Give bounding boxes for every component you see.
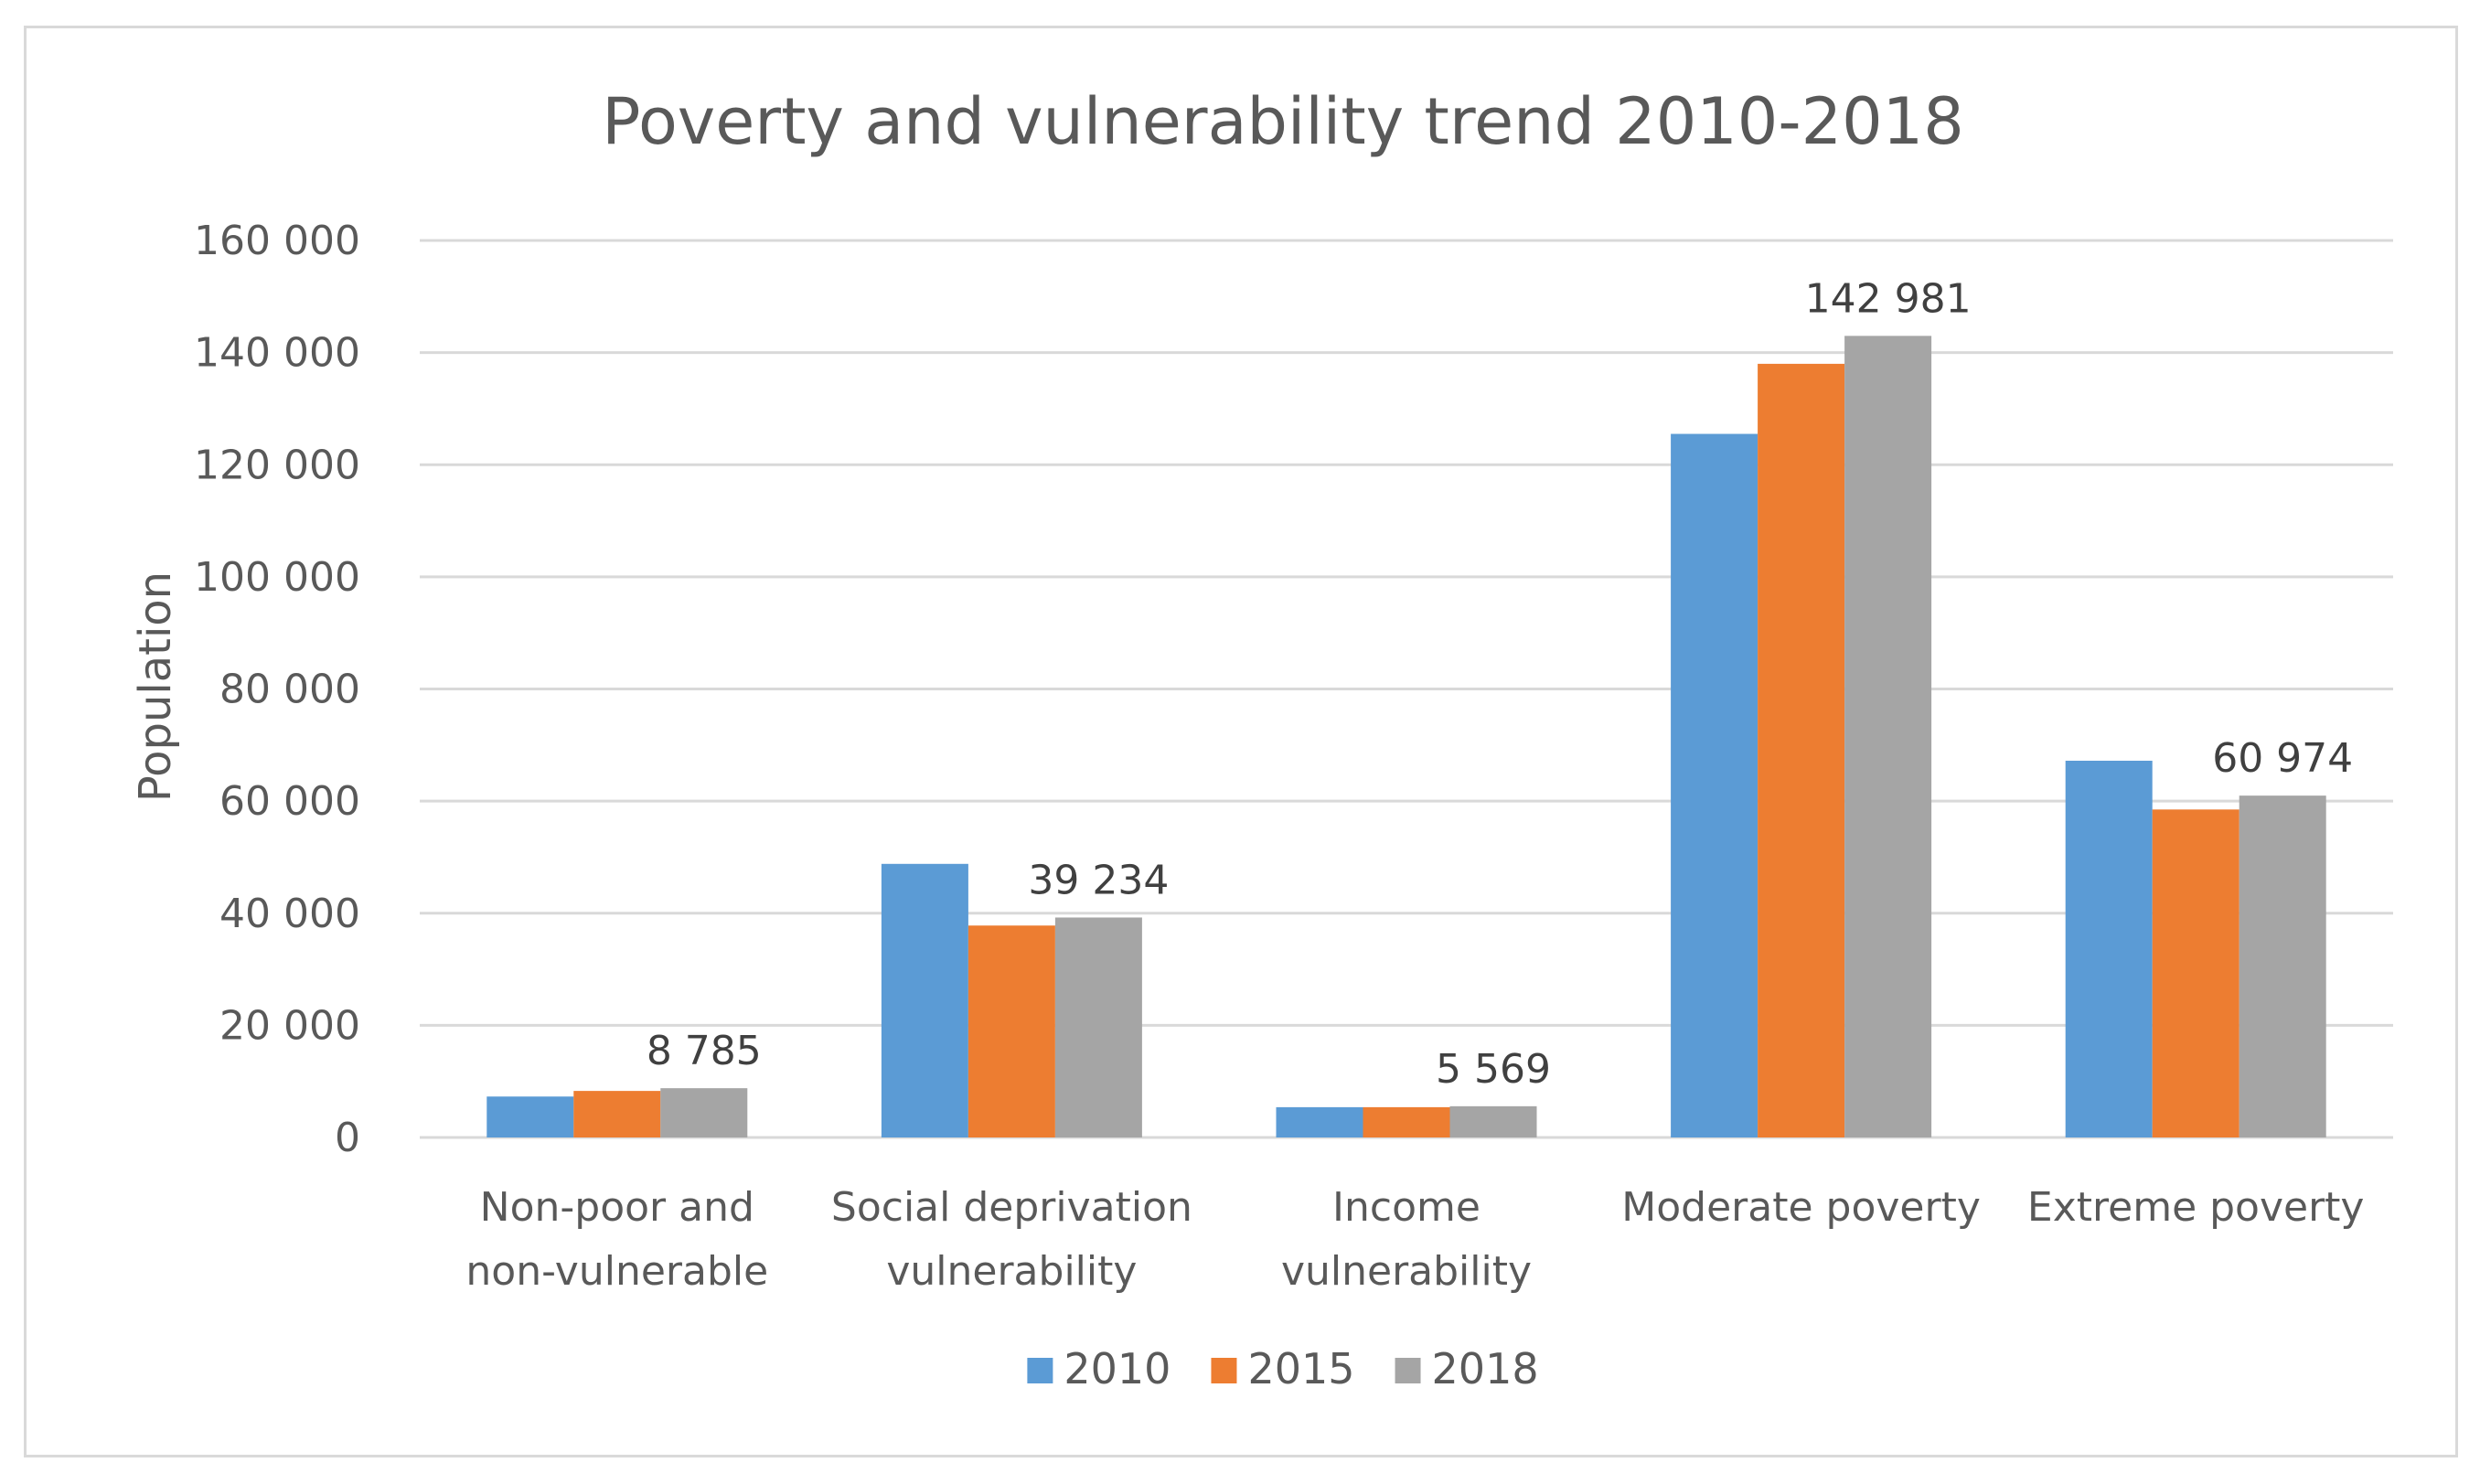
bar-2018 (2239, 795, 2326, 1137)
legend-item: 2010 (1027, 1344, 1171, 1393)
y-tick-label: 20 000 (219, 1002, 360, 1049)
legend-label: 2015 (1247, 1344, 1354, 1393)
bars (486, 336, 2326, 1137)
y-tick-label: 120 000 (194, 442, 360, 488)
y-tick-label: 40 000 (219, 891, 360, 937)
y-axis-title: Population (130, 571, 181, 802)
legend-swatch (1211, 1358, 1237, 1383)
bar-2010 (881, 863, 968, 1137)
category-label: Income (1332, 1184, 1481, 1231)
labels: Poverty and vulnerability trend 2010-201… (130, 84, 2364, 1295)
category-label: Moderate poverty (1621, 1184, 1981, 1231)
bar-2015 (573, 1091, 661, 1137)
y-tick-label: 60 000 (219, 778, 360, 825)
bar-2015 (967, 925, 1055, 1137)
bar-2015 (1363, 1106, 1450, 1137)
bar-2015 (2152, 809, 2239, 1137)
legend-swatch (1395, 1358, 1421, 1383)
category-label: Social deprivation (831, 1184, 1192, 1231)
y-tick-label: 80 000 (219, 667, 360, 713)
data-label: 142 981 (1805, 275, 1972, 322)
legend-swatch (1027, 1358, 1053, 1383)
legend: 2010 2015 2018 (1027, 1344, 1539, 1393)
bar-2018 (660, 1088, 748, 1137)
data-label: 5 569 (1436, 1046, 1551, 1093)
data-label: 8 785 (647, 1028, 762, 1074)
gridlines (420, 239, 2393, 1139)
bar-2010 (2065, 760, 2153, 1137)
legend-label: 2018 (1432, 1344, 1539, 1393)
bar-chart: Poverty and vulnerability trend 2010-201… (130, 84, 2393, 1393)
y-tick-label: 100 000 (194, 554, 360, 601)
legend-item: 2015 (1211, 1344, 1355, 1393)
category-label: Non-poor and (480, 1184, 754, 1231)
bar-2018 (1449, 1105, 1537, 1137)
bar-2018 (1844, 336, 1932, 1137)
bar-2015 (1758, 363, 1845, 1137)
y-tick-label: 140 000 (194, 330, 360, 377)
y-tick-label: 0 (335, 1115, 360, 1161)
y-tick-label: 160 000 (194, 218, 360, 264)
chart-title: Poverty and vulnerability trend 2010-201… (602, 84, 1963, 159)
category-label: non-vulnerable (465, 1248, 768, 1295)
data-label: 39 234 (1028, 857, 1169, 903)
bar-2010 (486, 1096, 574, 1137)
data-label: 60 974 (2212, 735, 2353, 782)
legend-item: 2018 (1395, 1344, 1539, 1393)
category-label: Extreme poverty (2027, 1184, 2365, 1231)
category-label: vulnerability (886, 1248, 1137, 1295)
chart-frame: Poverty and vulnerability trend 2010-201… (24, 26, 2458, 1457)
bar-2018 (1054, 917, 1142, 1137)
category-label: vulnerability (1281, 1248, 1532, 1295)
bar-2010 (1671, 433, 1758, 1137)
legend-label: 2010 (1064, 1344, 1171, 1393)
bar-2010 (1276, 1106, 1363, 1137)
